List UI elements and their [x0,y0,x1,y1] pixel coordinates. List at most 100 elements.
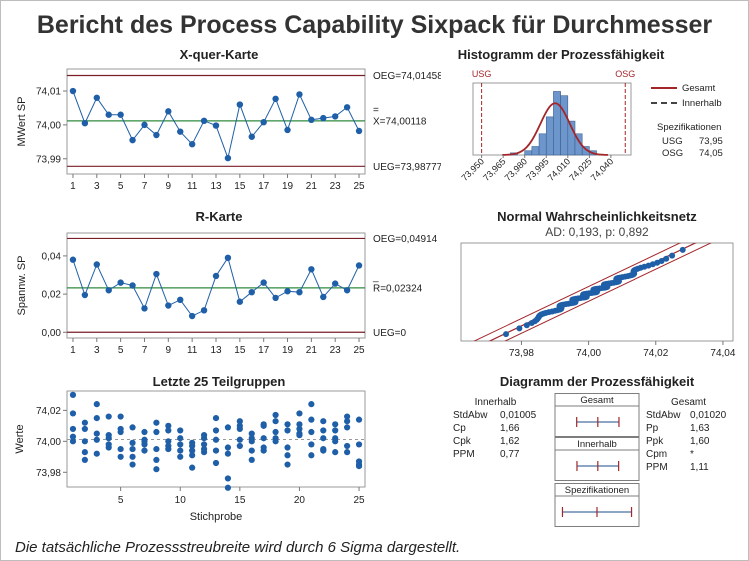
overall-label-ppm: PPM [646,462,668,473]
xbar-point [105,111,112,118]
within-stats-title: Innerhalb [474,397,517,408]
subgroups-point [355,416,363,423]
histogram-bar [560,95,569,156]
rchart-point [93,261,101,268]
subgroups-point [308,401,315,408]
subgroups-point [224,450,232,457]
xbar-y-tick-label: 74,00 [36,120,61,131]
xbar-x-tick-label: 11 [187,181,198,192]
rchart-point [117,279,124,286]
subgroups-x-axis-label: Stichprobe [190,511,243,523]
xbar-point [117,111,124,118]
xbar-point [272,95,279,103]
rchart-x-tick-label: 19 [282,345,294,356]
subgroups-point [320,427,327,434]
rchart-x-tick-label: 21 [306,345,318,356]
subgroups-x-tick-label: 5 [118,495,124,506]
legend-label-innerhalb: Innerhalb [682,98,722,109]
subgroups-point [93,450,100,457]
subgroups-point [284,421,291,428]
xbar-x-tick-label: 21 [306,181,318,192]
rchart-plot-area [66,232,366,339]
subgroups-y-axis-label: Werte [14,424,26,453]
subgroups-point [212,427,220,434]
subgroups-point [117,413,124,420]
rchart-y-tick-label: 0,02 [42,290,62,301]
subgroups-point [69,433,77,440]
rchart-point [129,282,136,289]
subgroups-point [224,484,232,491]
xbar-x-tick-label: 7 [142,181,148,192]
xbar-lcl-label: UEG=73,98777 [373,162,441,173]
subgroups-x-tick-label: 25 [353,495,365,506]
xbar-center-label: X=74,00118 [373,116,427,127]
subgroups-point [141,428,148,436]
subgroups-point [69,438,77,445]
subgroups-point [200,435,208,442]
subgroups-point [189,447,196,454]
normal-ci-upper [473,243,682,341]
subgroups-point [189,464,196,471]
subgroups-point [141,436,148,443]
subgroups-chart-title: Letzte 25 Teilgruppen [152,374,286,389]
xbar-chart-title: X-quer-Karte [179,47,259,62]
histogram-x-tick-label: 73,950 [459,156,486,183]
subgroups-point [236,442,243,450]
subgroups-point [224,444,232,451]
overall-label-cpm: Cpm [646,449,668,460]
subgroups-point [320,447,327,454]
subgroups-point [284,427,291,434]
rchart-point [105,287,112,294]
rchart-y-tick-label: 0,00 [42,328,62,339]
xbar-point [224,154,232,162]
subgroups-point [344,449,351,456]
subgroups-point [284,444,291,451]
rchart-point [332,280,339,287]
normal-x-tick-label: 73,98 [509,348,534,359]
rchart-point [153,270,160,278]
subgroups-point [93,401,100,408]
capability-innerhalb-box [554,437,640,481]
xbar-point [332,113,339,120]
rchart-point [320,293,327,301]
normal-probability-chart: 73,98 74,00 74,02 74,04 [460,242,736,359]
overall-row-ppk: Ppk 1,60 [646,435,746,448]
overall-row-ppm: PPM 1,11 [646,461,746,474]
capability-gesamt-box [554,393,640,437]
subgroups-point [165,442,172,450]
subgroups-point [153,419,160,426]
subgroups-point [212,414,220,422]
xbar-x-tick-label: 9 [166,181,172,192]
within-label-cp: Cp [453,423,466,434]
histogram-bar [553,91,561,156]
subgroups-point [236,422,243,429]
subgroups-point [69,425,77,433]
xbar-x-tick-label: 17 [258,181,270,192]
rchart-y-tick-label: 0,04 [42,251,62,262]
xbar-x-tick-label: 13 [210,181,222,192]
histogram-bar [545,116,554,156]
subgroups-point [165,438,172,445]
overall-value-stdabw: 0,01020 [690,410,727,421]
subgroups-point [93,414,100,422]
subgroups-point [212,459,220,467]
subgroups-point [153,456,160,464]
histogram-x-tick-label: 74,025 [567,156,594,183]
histogram-bar [531,146,540,156]
overall-row-stdabw: StdAbw 0,01020 [646,409,746,422]
normal-plot-point [663,255,670,262]
subgroups-point [129,453,136,460]
legend-item-gesamt: Gesamt [651,81,746,96]
subgroups-point [177,435,184,442]
within-label-cpk: Cpk [453,436,471,447]
xbar-point [284,126,291,134]
overall-row-cpm: Cpm * [646,448,746,461]
overall-statistics: Gesamt StdAbw 0,01020 Pp 1,63 Ppk 1,60 Cpm *… [646,396,746,474]
rchart-point [272,294,279,302]
capability-intervals: Gesamt Innerhalb Spezifikationen [554,393,640,527]
overall-value-cpm: * [690,449,694,460]
subgroups-point [105,413,112,420]
subgroups-point [260,422,267,429]
spec-row-usg: USG 73,95 [662,136,747,148]
capability-innerhalb-label: Innerhalb [577,439,617,450]
